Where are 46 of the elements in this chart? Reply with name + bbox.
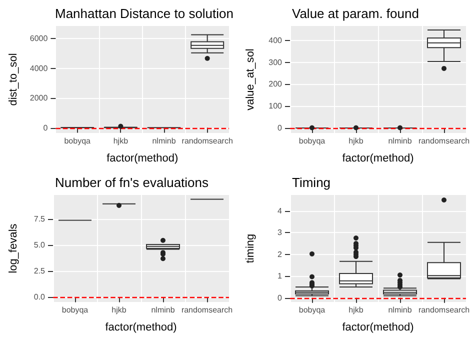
y-tick-label: 400 <box>268 36 283 45</box>
x-axis-title: factor(method) <box>342 152 414 164</box>
y-tick-label: 0 <box>43 123 48 132</box>
x-tick-label: randomsearch <box>182 136 233 146</box>
y-tick-label: 4000 <box>30 64 48 73</box>
x-tick-label: hjkb <box>348 136 364 146</box>
y-tick-label: 2.5 <box>34 266 46 276</box>
x-tick-label: nlminb <box>151 306 176 314</box>
chart-title: Number of fn's evaluations <box>55 175 210 190</box>
y-axis-title: timing <box>244 234 256 264</box>
x-axis-title: factor(method) <box>105 322 177 334</box>
y-tick-label: 2 <box>278 250 283 259</box>
y-axis-title: dist_to_sol <box>8 53 20 106</box>
y-tick-label: 4 <box>278 206 283 216</box>
x-tick-label: hjkb <box>112 306 127 314</box>
x-tick-label: bobyqa <box>62 306 89 314</box>
y-tick-label: 0 <box>278 293 283 302</box>
y-axis-title: value_at_sol <box>244 48 256 110</box>
y-tick-label: 7.5 <box>34 214 46 224</box>
x-tick-label: bobyqa <box>64 136 92 146</box>
y-tick-label: 2000 <box>30 94 48 103</box>
y-tick-label: 200 <box>268 80 283 89</box>
y-tick-label: 300 <box>268 58 283 67</box>
y-axis-title: log_fevals <box>8 223 20 274</box>
x-tick-label: nlminb <box>388 136 412 146</box>
y-tick-label: 5.0 <box>34 240 46 250</box>
y-tick-label: 100 <box>268 102 283 111</box>
y-tick-label: 0 <box>278 123 283 132</box>
x-tick-label: randomsearch <box>418 136 470 146</box>
y-tick-label: 1 <box>278 272 283 281</box>
x-axis-title: factor(method) <box>342 322 414 334</box>
y-tick-label: 0.0 <box>34 292 46 302</box>
chart-title: Value at param. found <box>292 6 419 21</box>
x-tick-label: nlminb <box>388 306 412 314</box>
x-tick-label: nlminb <box>152 136 176 146</box>
x-tick-label: bobyqa <box>298 136 326 146</box>
y-tick-label: 6000 <box>30 34 48 44</box>
chart-title: Timing <box>292 175 331 190</box>
x-tick-label: hjkb <box>348 306 364 314</box>
x-tick-label: randomsearch <box>181 306 233 314</box>
chart-title: Manhattan Distance to solution <box>55 6 234 21</box>
x-tick-label: randomsearch <box>418 306 470 314</box>
x-axis-title: factor(method) <box>106 152 178 164</box>
x-tick-label: hjkb <box>113 136 129 146</box>
x-tick-label: bobyqa <box>298 306 326 314</box>
y-tick-label: 3 <box>278 228 283 238</box>
